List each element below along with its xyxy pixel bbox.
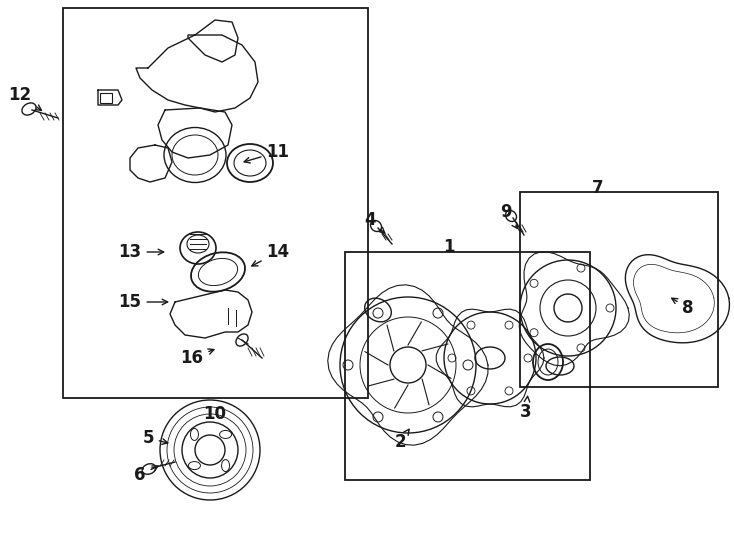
Text: 11: 11 — [244, 143, 289, 163]
Text: 5: 5 — [142, 429, 168, 447]
Text: 1: 1 — [443, 238, 455, 256]
Text: 12: 12 — [8, 86, 42, 111]
Bar — [100, 93, 112, 103]
Text: 6: 6 — [134, 466, 158, 484]
Text: 3: 3 — [520, 396, 532, 421]
Text: 4: 4 — [364, 211, 385, 233]
Text: 14: 14 — [252, 243, 289, 266]
Bar — [520, 192, 718, 387]
Text: 2: 2 — [394, 429, 409, 451]
Text: 8: 8 — [672, 298, 694, 317]
Text: 9: 9 — [500, 203, 517, 228]
Text: 13: 13 — [118, 243, 164, 261]
Bar — [63, 8, 368, 398]
Text: 15: 15 — [118, 293, 167, 311]
Text: 10: 10 — [203, 405, 227, 423]
Bar — [345, 252, 590, 480]
Text: 16: 16 — [181, 349, 214, 367]
Text: 7: 7 — [592, 179, 604, 197]
